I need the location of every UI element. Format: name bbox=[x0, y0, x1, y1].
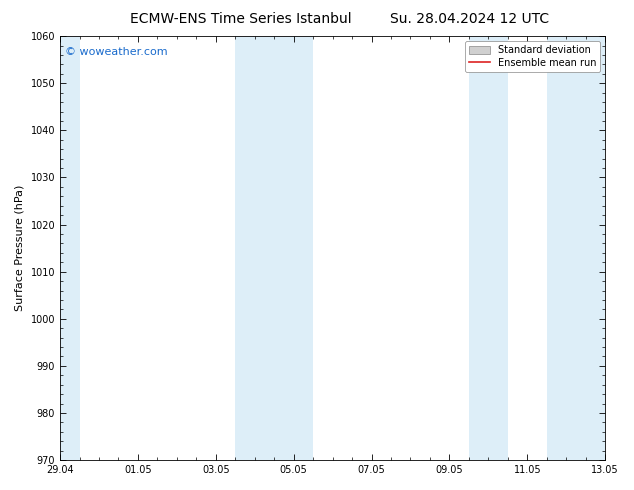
Text: ECMW-ENS Time Series Istanbul: ECMW-ENS Time Series Istanbul bbox=[130, 12, 352, 26]
Text: © woweather.com: © woweather.com bbox=[65, 47, 168, 57]
Text: Su. 28.04.2024 12 UTC: Su. 28.04.2024 12 UTC bbox=[390, 12, 548, 26]
Bar bbox=[469, 36, 508, 460]
Bar bbox=[275, 36, 313, 460]
Y-axis label: Surface Pressure (hPa): Surface Pressure (hPa) bbox=[15, 185, 25, 311]
Bar bbox=[547, 36, 605, 460]
Bar bbox=[60, 36, 79, 460]
Legend: Standard deviation, Ensemble mean run: Standard deviation, Ensemble mean run bbox=[465, 41, 600, 72]
Bar bbox=[235, 36, 275, 460]
